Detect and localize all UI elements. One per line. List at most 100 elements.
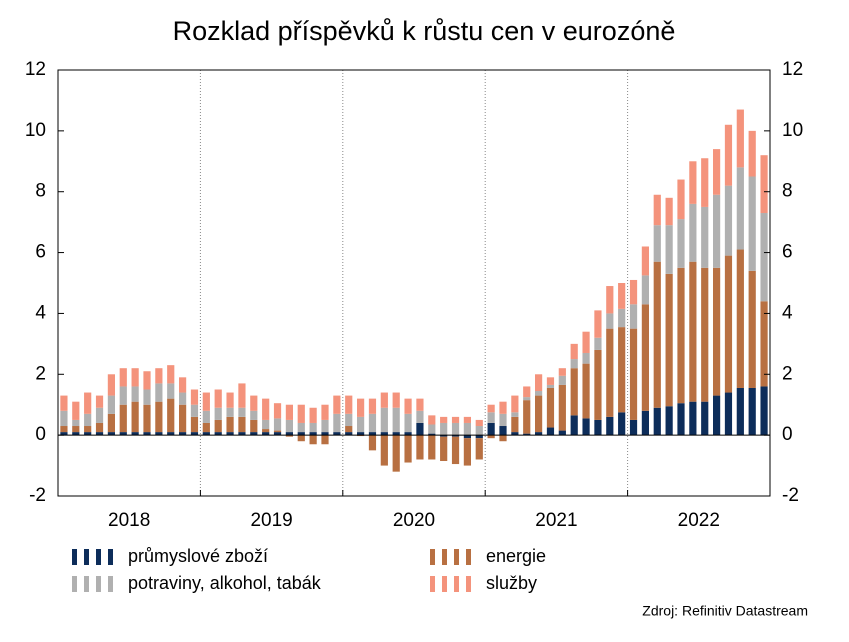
legend-label: průmyslové zboží (128, 546, 268, 566)
bar-segment (297, 404, 305, 423)
legend-swatch (96, 549, 101, 565)
bar-segment (724, 185, 733, 256)
bar-segment (618, 412, 626, 436)
bar-segment (167, 365, 175, 384)
bar-segment (179, 404, 187, 433)
bar-segment (345, 413, 353, 427)
y-tick-label: 8 (35, 181, 46, 202)
bar-segment (582, 331, 590, 353)
bar-segment (558, 368, 566, 376)
y-tick-label: 10 (25, 120, 46, 141)
bar-segment (523, 433, 531, 436)
bar-segment (748, 130, 756, 177)
legend-swatch (72, 549, 77, 565)
bar-segment (677, 219, 685, 268)
bar-segment (463, 438, 471, 466)
y2-tick-label: 10 (782, 120, 803, 141)
bar-segment (606, 328, 614, 417)
y2-tick-label: 2 (782, 363, 793, 384)
bar-segment (238, 416, 246, 433)
bar-segment (713, 395, 721, 436)
bar-segment (618, 308, 626, 328)
bar-segment (250, 410, 258, 420)
bar-segment (440, 436, 448, 462)
bar-segment (546, 377, 555, 385)
bar-segment (357, 398, 365, 417)
bar-segment (713, 267, 721, 396)
bar-segment (297, 422, 305, 433)
bar-segment (736, 167, 744, 250)
bar-segment (60, 395, 68, 411)
bar-segment (107, 395, 115, 414)
bar-segment (665, 273, 673, 407)
bar-segment (226, 392, 234, 408)
bar-segment (701, 158, 709, 207)
x-tick-label: 2020 (393, 510, 435, 531)
bar-segment (357, 432, 365, 436)
bar-segment (404, 413, 412, 433)
bar-segment (285, 419, 293, 433)
bar-segment (653, 261, 661, 408)
bar-segment (404, 435, 412, 463)
bar-segment (214, 419, 222, 433)
bar-segment (285, 404, 293, 420)
bar-segment (618, 327, 626, 413)
bar-segment (190, 389, 199, 405)
legend-swatch (442, 576, 447, 592)
legend-swatch (96, 576, 101, 592)
bar-segment (392, 432, 400, 436)
bar-segment (143, 389, 151, 405)
y2-tick-label: 4 (782, 302, 793, 323)
bar-segment (333, 413, 341, 433)
legend-swatch (430, 576, 435, 592)
y-tick-label: 2 (35, 363, 46, 384)
y2-tick-label: 12 (782, 59, 803, 80)
bar-segment (665, 225, 673, 274)
bar-segment (262, 432, 270, 436)
bar-segment (736, 387, 744, 436)
bar-segment (95, 422, 104, 433)
bar-segment (677, 267, 685, 404)
bar-segment (535, 391, 543, 396)
bar-segment (463, 416, 471, 423)
bar-segment (238, 407, 246, 417)
chart-title: Rozklad příspěvků k růstu cen v eurozóně (173, 16, 676, 46)
bar-segment (333, 395, 341, 414)
bar-segment (345, 395, 353, 414)
x-tick-label: 2022 (678, 510, 720, 531)
bar-segment (724, 392, 733, 436)
bar-segment (760, 155, 768, 214)
bar-segment (760, 301, 768, 387)
bar-segment (72, 432, 80, 436)
bar-segment (321, 432, 329, 436)
bar-segment (84, 392, 92, 414)
bar-segment (428, 433, 436, 436)
bar-segment (226, 432, 234, 436)
bar-segment (475, 426, 483, 436)
bar-segment (226, 407, 234, 417)
bar-segment (523, 386, 531, 398)
bar-segment (60, 432, 68, 436)
bar-segment (380, 392, 388, 408)
bar-segment (535, 395, 543, 433)
bar-segment (214, 432, 222, 436)
bar-segment (499, 435, 507, 442)
bar-segment (523, 397, 531, 401)
bar-segment (179, 377, 187, 393)
bar-segment (594, 419, 602, 436)
bar-segment (428, 435, 436, 460)
bar-segment (321, 435, 329, 445)
bar-segment (119, 368, 127, 387)
bar-segment (202, 392, 210, 411)
bar-segment (570, 368, 578, 416)
bar-segment (345, 426, 353, 433)
bar-segment (214, 407, 222, 420)
bar-segment (84, 432, 92, 436)
bar-segment (321, 404, 329, 420)
y-tick-label: -2 (29, 485, 46, 506)
bar-segment (368, 435, 377, 451)
bar-segment (535, 374, 543, 392)
bar-segment (404, 398, 412, 414)
bar-segment (238, 432, 246, 436)
bar-segment (131, 432, 139, 436)
